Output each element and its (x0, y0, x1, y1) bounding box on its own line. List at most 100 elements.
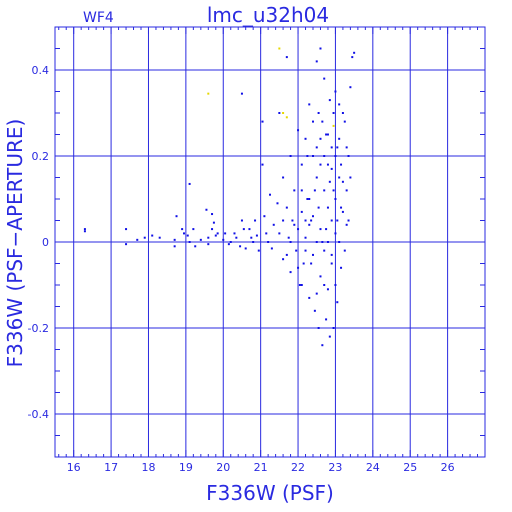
data-point (255, 234, 258, 237)
data-point (347, 219, 350, 222)
data-point (222, 238, 225, 241)
data-point (257, 249, 260, 252)
data-point (192, 228, 195, 231)
data-point (300, 284, 303, 286)
data-point (332, 189, 335, 192)
data-point (315, 292, 318, 295)
data-point (250, 236, 253, 239)
data-point (175, 215, 178, 218)
data-point (319, 163, 322, 166)
data-point (321, 120, 324, 123)
data-point (338, 176, 341, 179)
data-point (315, 176, 318, 179)
x-tick-label: 22 (291, 461, 305, 474)
data-point (334, 232, 337, 235)
data-point (349, 86, 352, 89)
data-point (326, 163, 329, 166)
data-point (349, 176, 352, 179)
data-point (310, 262, 313, 265)
data-point (270, 247, 273, 250)
data-point (338, 137, 341, 140)
data-point (244, 247, 247, 250)
data-point (328, 99, 331, 102)
data-point (319, 275, 322, 278)
data-point (328, 180, 331, 183)
data-point (289, 241, 292, 243)
data-point (334, 284, 337, 286)
x-tick-labels: 16 17 18 19 20 21 22 23 24 25 26 (67, 461, 455, 474)
data-point (240, 92, 243, 95)
data-point (334, 90, 337, 93)
data-point (317, 206, 320, 209)
data-point (240, 219, 243, 222)
data-point (326, 241, 329, 243)
data-point (341, 210, 344, 213)
data-point (211, 228, 214, 231)
data-point (252, 241, 255, 243)
plot-frame (54, 26, 486, 458)
data-point (308, 198, 311, 200)
data-point (345, 189, 348, 192)
data-point (214, 234, 217, 237)
data-point (194, 245, 197, 248)
data-point (325, 228, 328, 231)
data-point (334, 198, 337, 200)
data-point (304, 249, 307, 252)
data-point (341, 180, 344, 183)
data-point (282, 219, 285, 222)
chip-tag: WF4 (83, 10, 114, 26)
x-tick-label: 25 (403, 461, 417, 474)
y-tick-label: -0.4 (28, 408, 49, 421)
data-point (212, 221, 215, 224)
data-point (306, 198, 309, 200)
data-point (345, 223, 348, 226)
data-point (317, 112, 320, 114)
data-point (261, 120, 264, 123)
data-point (325, 318, 328, 321)
data-point (289, 155, 292, 157)
data-point (321, 241, 324, 243)
grid-lines (55, 27, 485, 457)
data-point (248, 228, 251, 231)
data-point (332, 112, 335, 114)
data-point (291, 219, 294, 222)
data-point (297, 228, 300, 231)
data-point (263, 215, 266, 218)
highlight-point (282, 112, 285, 114)
data-point (343, 120, 346, 123)
data-point (300, 163, 303, 166)
data-point (239, 245, 242, 248)
data-point (319, 47, 322, 50)
data-point (297, 129, 300, 132)
data-point (276, 202, 279, 205)
x-tick-label: 18 (141, 461, 155, 474)
x-tick-label: 21 (254, 461, 268, 474)
data-point (205, 208, 208, 211)
data-point (83, 230, 86, 233)
x-tick-label: 26 (441, 461, 455, 474)
data-point (340, 163, 343, 166)
data-point (183, 232, 185, 235)
data-point (285, 56, 288, 59)
data-point (351, 56, 354, 59)
y-tick-label: 0.2 (32, 150, 50, 163)
data-point (304, 236, 307, 239)
data-point (343, 249, 346, 252)
data-point (229, 241, 232, 243)
data-point (272, 223, 275, 226)
data-point (315, 60, 318, 63)
data-point (181, 228, 184, 231)
data-point (235, 236, 238, 239)
x-tick-label: 24 (366, 461, 380, 474)
data-point (267, 241, 270, 243)
data-point (282, 258, 285, 261)
x-tick-label: 16 (67, 461, 81, 474)
data-point (321, 344, 324, 347)
data-point (332, 327, 335, 329)
data-point (304, 137, 307, 140)
data-point (278, 232, 281, 235)
data-point (143, 236, 146, 239)
data-point (323, 249, 326, 252)
data-point (347, 155, 350, 157)
